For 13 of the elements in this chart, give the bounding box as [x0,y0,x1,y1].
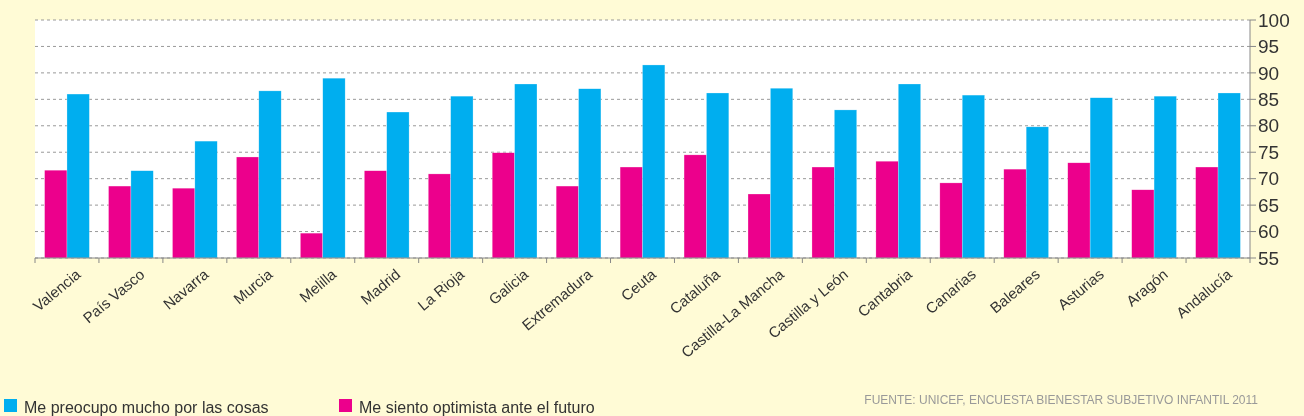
y-tick-label: 80 [1258,115,1280,137]
legend-label: Me siento optimista ante el futuro [359,399,595,416]
y-tick-label: 90 [1258,62,1280,84]
legend-label: Me preocupo mucho por las cosas [24,399,269,416]
source-note: FUENTE: UNICEF, ENCUESTA BIENESTAR SUBJETIVO INFANTIL 2011 [864,393,1259,407]
y-tick-label: 65 [1258,194,1280,216]
y-tick-label: 100 [1258,9,1290,31]
y-tick-label: 95 [1258,36,1280,58]
y-tick-label: 75 [1258,141,1280,163]
y-tick-label: 70 [1258,168,1280,190]
y-tick-label: 85 [1258,88,1280,110]
y-tick-label: 60 [1258,221,1280,243]
y-tick-label: 55 [1258,247,1280,269]
